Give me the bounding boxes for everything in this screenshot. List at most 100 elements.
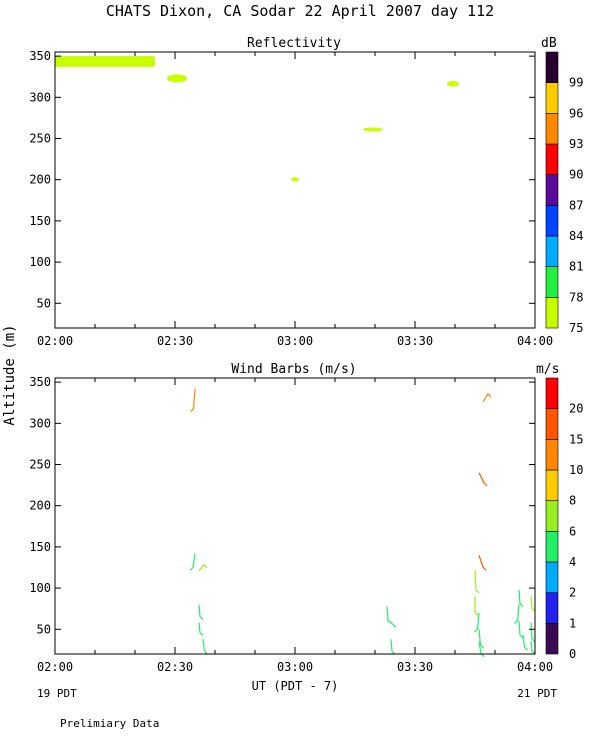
x-tick-label: 03:30 <box>397 660 433 674</box>
colorbar-label: 78 <box>569 290 583 304</box>
colorbar-label: 2 <box>569 586 576 600</box>
reflectivity-echoes <box>55 56 459 182</box>
right-date-label: 21 PDT <box>517 687 557 700</box>
wind-barb <box>518 621 524 639</box>
y-tick-label: 150 <box>29 540 51 554</box>
y-tick-label: 200 <box>29 173 51 187</box>
colorbar-segment <box>545 439 559 471</box>
wind-barb <box>386 618 397 628</box>
reflectivity-y-axis: 50 100 150 200 250 300 350 <box>29 49 535 310</box>
y-tick-label: 300 <box>29 416 51 430</box>
colorbar-label: 0 <box>569 647 576 661</box>
wind-barb <box>202 639 208 655</box>
reflectivity-title: Reflectivity <box>247 36 341 51</box>
colorbar-segment <box>545 592 559 624</box>
wind-barb <box>478 629 484 649</box>
colorbar-segment <box>545 408 559 440</box>
wind-barbs-title: Wind Barbs (m/s) <box>231 362 356 377</box>
reflectivity-colorbar: 75 78 81 84 87 90 93 96 99 <box>545 51 583 335</box>
x-tick-label: 03:30 <box>397 334 433 348</box>
colorbar-label: 99 <box>569 76 583 90</box>
wind-barb <box>482 392 492 403</box>
colorbar-segment <box>545 113 559 145</box>
wind-barbs-plot-frame <box>54 377 536 655</box>
y-axis-label: Altitude (m) <box>2 324 18 425</box>
wind-barbs-colorbar: 0 1 2 4 6 8 10 15 20 <box>545 377 583 661</box>
colorbar-label: 93 <box>569 137 583 151</box>
y-tick-label: 350 <box>29 49 51 63</box>
x-tick-label: 04:00 <box>517 660 553 674</box>
colorbar-label: 84 <box>569 229 583 243</box>
wind-barb <box>518 589 524 608</box>
wind-barb <box>189 553 196 571</box>
colorbar-label: 1 <box>569 616 576 630</box>
footer-note: Prelimiary Data <box>60 717 159 730</box>
colorbar-segment <box>545 235 559 267</box>
wind-barb <box>390 639 396 655</box>
colorbar-segment <box>545 561 559 593</box>
wind-barb <box>474 612 480 633</box>
wind-barb <box>522 634 528 651</box>
colorbar-segment <box>545 174 559 206</box>
colorbar-label: 75 <box>569 321 583 335</box>
colorbar-label: 87 <box>569 198 583 212</box>
y-tick-label: 100 <box>29 581 51 595</box>
wind-barbs-x-axis: 02:00 02:30 03:00 03:30 04:00 <box>37 378 553 674</box>
x-tick-label: 03:00 <box>277 660 313 674</box>
x-tick-label: 02:30 <box>157 334 193 348</box>
colorbar-label: 20 <box>569 402 583 416</box>
wind-barb <box>530 640 536 655</box>
wind-barb <box>478 472 488 487</box>
reflectivity-echo <box>55 56 155 67</box>
x-tick-label: 02:00 <box>37 334 73 348</box>
left-date-label: 19 PDT <box>37 687 77 700</box>
colorbar-segment <box>545 266 559 298</box>
y-tick-label: 50 <box>37 622 51 636</box>
colorbar-label: 96 <box>569 106 583 120</box>
colorbar-segment <box>545 623 559 655</box>
colorbar-label: 10 <box>569 463 583 477</box>
colorbar-label: 81 <box>569 260 583 274</box>
colorbar-segment <box>545 531 559 563</box>
x-tick-label: 03:00 <box>277 334 313 348</box>
wind-barb <box>198 622 204 637</box>
wind-barb <box>478 554 487 571</box>
colorbar-label: 8 <box>569 494 576 508</box>
wind-barb <box>530 596 536 612</box>
wind-barb <box>474 596 479 616</box>
y-tick-label: 200 <box>29 499 51 513</box>
y-tick-label: 150 <box>29 214 51 228</box>
colorbar-segment <box>545 377 559 409</box>
reflectivity-echo <box>291 177 299 182</box>
colorbar-label: 6 <box>569 524 576 538</box>
colorbar-label: 15 <box>569 432 583 446</box>
figure-title: CHATS Dixon, CA Sodar 22 April 2007 day … <box>106 2 494 20</box>
y-tick-label: 300 <box>29 90 51 104</box>
colorbar-segment <box>545 205 559 237</box>
wind-barbs-panel: Wind Barbs (m/s) m/s 5010015020025030035… <box>29 362 583 674</box>
x-tick-label: 02:30 <box>157 660 193 674</box>
wind-barb <box>198 604 204 620</box>
colorbar-label: 4 <box>569 555 576 569</box>
wind-barbs-colorbar-unit: m/s <box>536 362 559 377</box>
reflectivity-echo <box>447 80 459 87</box>
wind-barbs <box>189 388 536 658</box>
wind-barb <box>514 604 520 624</box>
reflectivity-echo <box>363 127 383 132</box>
colorbar-segment <box>545 82 559 114</box>
wind-barb <box>198 563 208 572</box>
wind-barbs-y-axis: 50 100 150 200 250 300 350 <box>29 375 535 636</box>
x-axis-label: UT (PDT - 7) <box>252 679 339 693</box>
reflectivity-echo <box>167 74 187 83</box>
colorbar-segment <box>545 143 559 175</box>
y-tick-label: 100 <box>29 255 51 269</box>
y-tick-label: 250 <box>29 132 51 146</box>
x-tick-label: 02:00 <box>37 660 73 674</box>
colorbar-label: 90 <box>569 168 583 182</box>
wind-barb <box>530 622 536 643</box>
colorbar-segment <box>545 469 559 501</box>
colorbar-segment <box>545 500 559 532</box>
reflectivity-plot-frame <box>54 51 536 329</box>
x-tick-label: 04:00 <box>517 334 553 348</box>
